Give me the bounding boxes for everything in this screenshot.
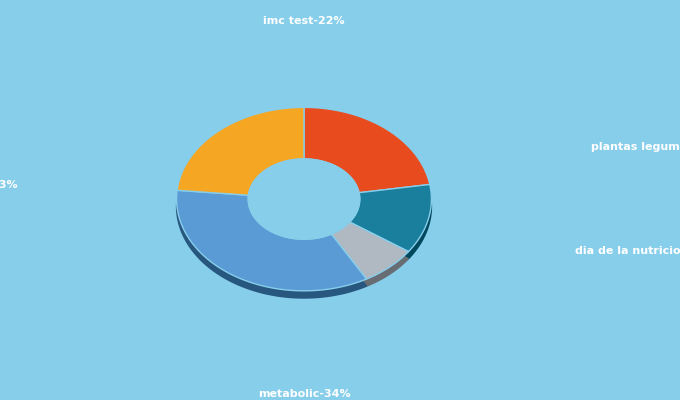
Polygon shape: [304, 107, 430, 193]
Polygon shape: [248, 159, 360, 239]
Polygon shape: [331, 229, 409, 286]
Text: metabolic-34%: metabolic-34%: [258, 389, 350, 399]
Text: leguminosas-23%: leguminosas-23%: [0, 180, 17, 190]
Text: plantas leguminosas-12%: plantas leguminosas-12%: [591, 142, 680, 152]
Polygon shape: [177, 190, 367, 291]
Polygon shape: [350, 184, 431, 252]
Polygon shape: [350, 192, 431, 259]
Text: dia de la nutricion-7%: dia de la nutricion-7%: [575, 246, 680, 256]
Polygon shape: [331, 222, 409, 279]
Text: imc test-22%: imc test-22%: [263, 16, 345, 26]
Polygon shape: [177, 107, 304, 195]
Polygon shape: [304, 114, 430, 200]
Polygon shape: [177, 198, 367, 298]
Polygon shape: [177, 114, 304, 202]
